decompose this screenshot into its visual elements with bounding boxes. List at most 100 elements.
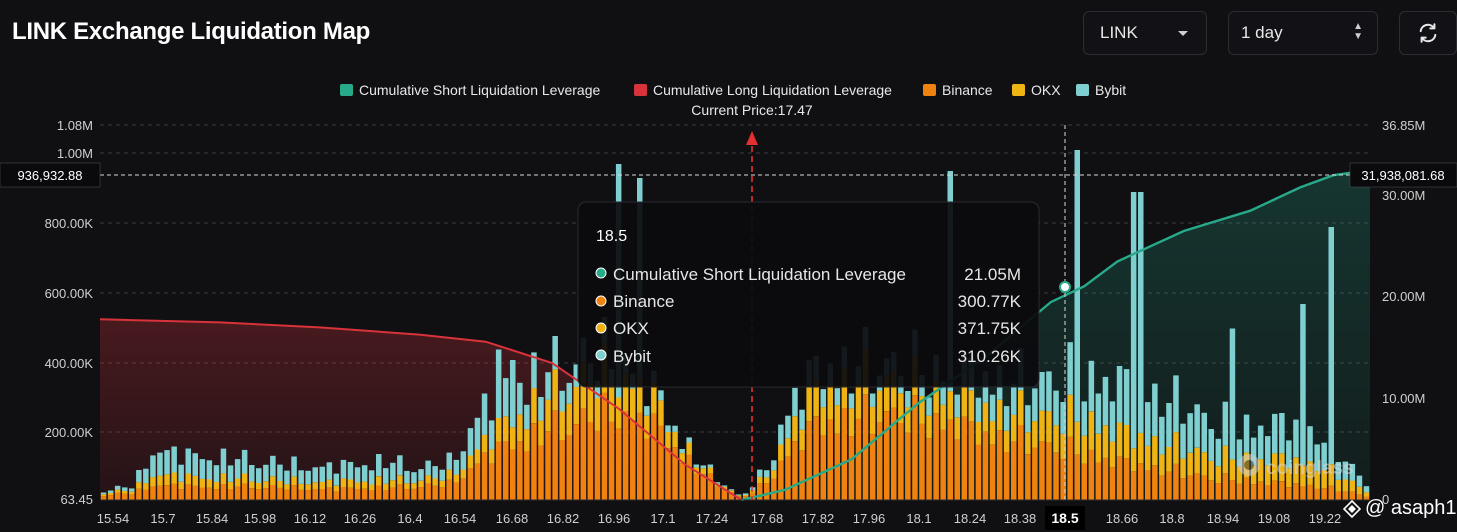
bar-bybit bbox=[1060, 402, 1066, 434]
bar-binance bbox=[107, 495, 114, 500]
legend-item-okx[interactable]: OKX bbox=[1012, 82, 1061, 98]
bar-binance bbox=[764, 483, 770, 500]
bar-bybit bbox=[453, 459, 460, 475]
bar-binance bbox=[467, 468, 474, 500]
bar-binance bbox=[630, 420, 636, 500]
bar-okx bbox=[298, 484, 304, 490]
bar-binance bbox=[686, 454, 692, 500]
bar-okx bbox=[1363, 492, 1370, 497]
brand-logo-icon bbox=[1343, 500, 1361, 518]
bar-bybit bbox=[390, 462, 396, 481]
bar-binance bbox=[361, 488, 368, 500]
bar-binance bbox=[1130, 471, 1137, 500]
bar-okx bbox=[764, 477, 770, 484]
bar-binance bbox=[679, 463, 685, 500]
legend-label-okx: OKX bbox=[1031, 82, 1061, 98]
bar-binance bbox=[1046, 442, 1052, 500]
bar-bybit bbox=[1095, 393, 1102, 434]
bar-bybit bbox=[263, 464, 269, 482]
bar-okx bbox=[100, 494, 107, 497]
legend-item-bybit[interactable]: Bybit bbox=[1076, 82, 1126, 98]
bar-binance bbox=[354, 489, 361, 500]
bar-binance bbox=[806, 421, 812, 500]
bar-bybit bbox=[1286, 440, 1292, 469]
bar-okx bbox=[1201, 452, 1207, 476]
bar-binance bbox=[136, 488, 142, 500]
bar-bybit bbox=[100, 492, 107, 495]
bar-binance bbox=[1236, 484, 1243, 500]
x-tick-label: 17.82 bbox=[802, 511, 835, 526]
bar-bybit bbox=[1159, 416, 1165, 455]
bar-binance bbox=[1201, 475, 1207, 500]
bar-okx bbox=[1257, 459, 1264, 482]
legend-item-binance[interactable]: Binance bbox=[923, 82, 993, 98]
bar-binance bbox=[524, 451, 530, 500]
bar-bybit bbox=[728, 489, 735, 491]
bar-okx bbox=[227, 482, 234, 490]
bar-binance bbox=[326, 487, 333, 500]
legend-item-long[interactable]: Cumulative Long Liquidation Leverage bbox=[634, 82, 892, 98]
y-left-tick: 1.08M bbox=[57, 118, 93, 133]
bar-okx bbox=[1138, 432, 1144, 464]
bar-binance bbox=[580, 408, 587, 500]
bar-binance bbox=[418, 487, 424, 500]
bar-bybit bbox=[1236, 439, 1243, 467]
bar-binance bbox=[905, 432, 911, 500]
bar-binance bbox=[1229, 480, 1236, 500]
bar-binance bbox=[100, 496, 107, 500]
refresh-button[interactable] bbox=[1399, 11, 1457, 55]
bar-binance bbox=[1074, 454, 1080, 500]
bar-okx bbox=[263, 481, 269, 489]
bar-bybit bbox=[333, 473, 340, 486]
time-range-select[interactable]: 1 day ▲ ▼ bbox=[1228, 11, 1378, 55]
symbol-select[interactable]: LINK bbox=[1083, 11, 1207, 55]
bar-binance bbox=[827, 419, 833, 500]
bar-bybit bbox=[1356, 475, 1363, 487]
bar-okx bbox=[361, 481, 368, 489]
bar-binance bbox=[651, 413, 657, 500]
bar-okx bbox=[891, 371, 897, 408]
bar-okx bbox=[397, 475, 403, 485]
bar-bybit bbox=[1032, 388, 1038, 422]
bar-okx bbox=[503, 416, 509, 442]
bar-okx bbox=[411, 483, 417, 489]
bar-bybit bbox=[848, 393, 855, 409]
bar-bybit bbox=[1300, 304, 1306, 466]
bar-binance bbox=[404, 489, 410, 500]
legend-item-short[interactable]: Cumulative Short Liquidation Leverage bbox=[340, 82, 600, 98]
coinglass-logo: coinglass bbox=[1238, 454, 1354, 479]
bar-binance bbox=[1116, 456, 1123, 500]
x-tick-label: 19.22 bbox=[1309, 511, 1342, 526]
bar-binance bbox=[552, 410, 558, 500]
bar-binance bbox=[848, 436, 855, 500]
y-left-tick: 800.00K bbox=[45, 216, 94, 231]
bar-okx bbox=[114, 489, 121, 493]
bar-okx bbox=[312, 482, 318, 489]
bar-bybit bbox=[319, 466, 325, 482]
bar-okx bbox=[1053, 425, 1059, 453]
bar-bybit bbox=[644, 406, 650, 416]
bar-bybit bbox=[665, 425, 671, 432]
long-cumulative-line bbox=[99, 318, 743, 501]
x-tick-label: 16.82 bbox=[547, 511, 580, 526]
bar-okx bbox=[622, 373, 629, 412]
bar-binance bbox=[291, 485, 297, 500]
bar-binance bbox=[1363, 496, 1370, 500]
bar-binance bbox=[481, 452, 488, 500]
bar-binance bbox=[728, 492, 735, 500]
bar-okx bbox=[340, 478, 347, 487]
bar-bybit bbox=[1265, 436, 1271, 466]
page-title: LINK Exchange Liquidation Map bbox=[12, 18, 370, 45]
bar-okx bbox=[566, 403, 572, 436]
bar-bybit bbox=[1307, 426, 1313, 462]
bar-binance bbox=[333, 491, 340, 500]
bar-bybit bbox=[114, 485, 121, 490]
bar-okx bbox=[728, 490, 735, 493]
bar-bybit bbox=[714, 482, 721, 484]
x-tick-label: 15.84 bbox=[196, 511, 229, 526]
bar-bybit bbox=[1116, 366, 1123, 423]
bar-binance bbox=[122, 493, 128, 500]
bar-okx bbox=[876, 390, 883, 423]
bar-okx bbox=[806, 387, 812, 422]
